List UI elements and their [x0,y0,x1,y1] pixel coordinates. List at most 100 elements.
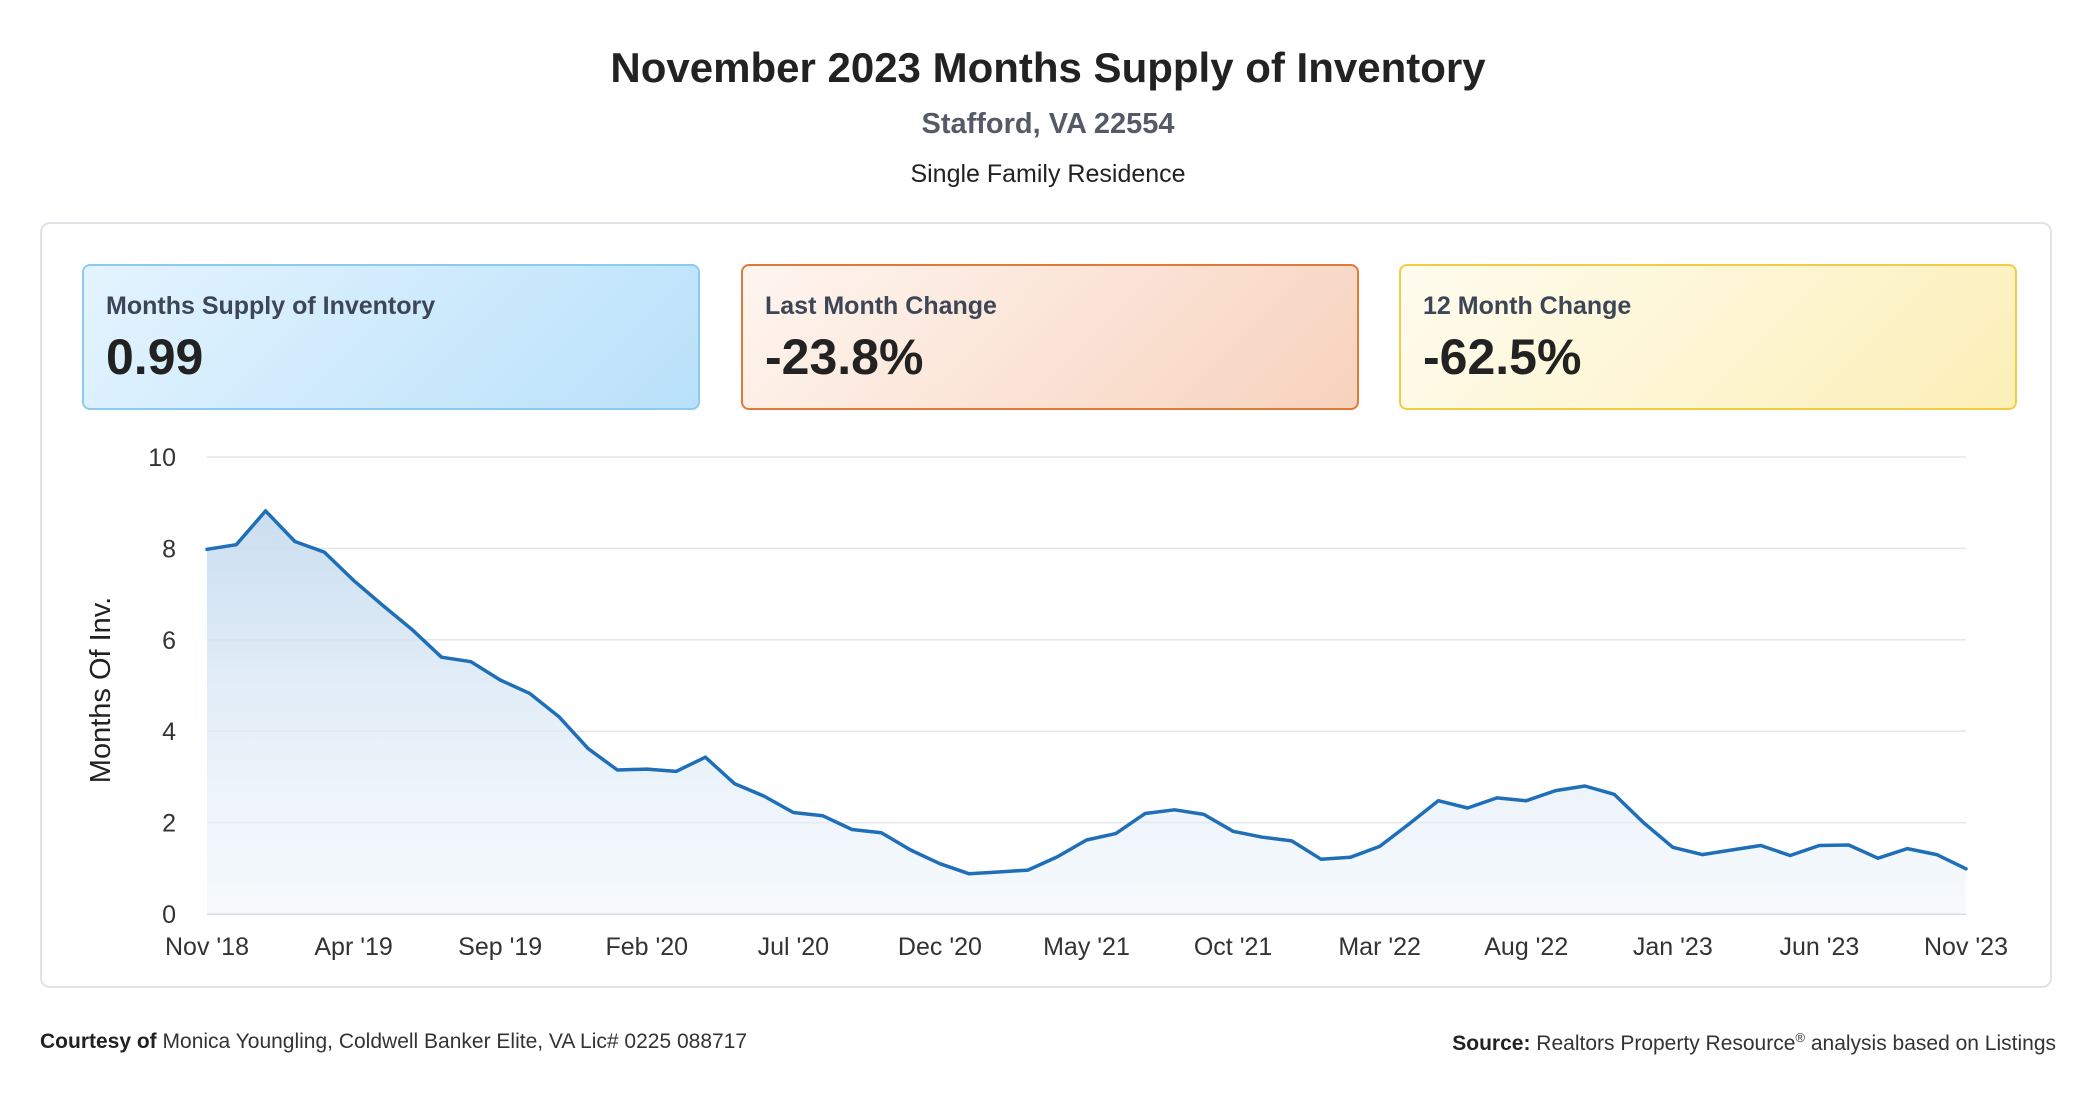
x-tick-label: Jan '23 [1633,933,1713,961]
y-tick-label: 4 [162,718,176,746]
x-tick-label: May '21 [1043,933,1130,961]
months-supply-chart: 0 2 4 6 8 10 Nov '18 Apr '19 Sep '19 Feb '20 Jul … [85,444,2008,961]
x-tick-label: Oct '21 [1194,933,1272,961]
data-point [909,848,913,852]
data-point [322,550,326,554]
page-title: November 2023 Months Supply of Inventory [610,44,1486,91]
data-point [440,655,444,659]
courtesy-label: Courtesy of [40,1030,157,1053]
y-tick-label: 10 [148,444,176,472]
x-tick-label: Mar '22 [1338,933,1421,961]
data-point [762,794,766,798]
data-point [586,747,590,751]
data-point [1583,784,1587,788]
data-point [234,543,238,547]
y-axis-label: Months Of Inv. [85,597,117,783]
x-tick-label: Dec '20 [898,933,982,961]
data-point [1612,792,1616,796]
data-point [410,628,414,632]
source-text-rest: analysis based on Listings [1810,1032,2056,1055]
data-point [1642,821,1646,825]
data-point [1876,856,1880,860]
data-point [1260,835,1264,839]
data-point [1524,799,1528,803]
y-tick-label: 2 [162,810,176,838]
courtesy-text: Monica Youngling, Coldwell Banker Elite,… [162,1030,748,1053]
x-tick-label: Nov '23 [1924,933,2008,961]
last-month-change-label: Last Month Change [765,292,997,320]
location-subtitle: Stafford, VA 22554 [921,108,1175,140]
x-tick-label: Feb '20 [605,933,688,961]
data-point [645,767,649,771]
y-tick-label: 6 [162,627,176,655]
data-point [1319,857,1323,861]
months-supply-card: Months Supply of Inventory 0.99 [82,264,700,410]
data-point [1554,789,1558,793]
data-point [264,509,268,513]
data-point [1466,806,1470,810]
source-label: Source: [1452,1032,1531,1055]
series-line [205,509,1968,876]
data-point [967,872,971,876]
data-point [1700,853,1704,857]
data-point [1436,799,1440,803]
data-point [557,715,561,719]
twelve-month-change-card: 12 Month Change -62.5% [1399,264,2017,410]
x-tick-label: Sep '19 [458,933,542,961]
x-tick-label: Nov '18 [165,933,249,961]
data-point [1964,867,1968,871]
twelve-month-change-label: 12 Month Change [1423,292,1632,320]
data-point [1935,853,1939,857]
data-point [469,660,473,664]
data-point [1788,854,1792,858]
data-point [1114,832,1118,836]
data-point [879,831,883,835]
source-text: Realtors Property Resource [1536,1032,1796,1055]
data-point [850,827,854,831]
data-point [352,578,356,582]
data-point [1905,847,1909,851]
registered-mark: ® [1795,1030,1805,1045]
x-tick-label: Apr '19 [314,933,392,961]
last-month-change-value: -23.8% [765,329,924,385]
data-point [527,691,531,695]
y-axis-ticks: 0 2 4 6 8 10 [148,444,176,929]
y-tick-label: 8 [162,535,176,563]
data-point [1202,812,1206,816]
data-point [938,862,942,866]
data-point [1172,808,1176,812]
data-point [1847,843,1851,847]
data-point [1817,843,1821,847]
data-point [791,811,795,815]
last-month-change-card: Last Month Change -23.8% [741,264,1359,410]
data-point [615,768,619,772]
property-type-label: Single Family Residence [910,160,1186,188]
data-point [1143,811,1147,815]
data-point [1378,844,1382,848]
data-point [1026,868,1030,872]
months-supply-value: 0.99 [106,329,204,385]
data-point [1495,796,1499,800]
data-point [1759,843,1763,847]
series-area-fill [207,510,1966,914]
data-point [1055,855,1059,859]
data-point [1231,829,1235,833]
data-point [1348,855,1352,859]
data-point [1671,845,1675,849]
x-tick-label: Aug '22 [1484,933,1568,961]
data-point [821,814,825,818]
data-point [381,604,385,608]
data-point [997,870,1001,874]
twelve-month-change-value: -62.5% [1423,329,1582,385]
x-tick-label: Jul '20 [758,933,829,961]
data-point [1407,822,1411,826]
data-point [1290,839,1294,843]
y-tick-label: 0 [162,901,176,929]
data-point [703,755,707,759]
months-supply-label: Months Supply of Inventory [106,292,436,320]
data-point [205,547,209,551]
data-point [733,782,737,786]
data-point [293,540,297,544]
data-point [1729,848,1733,852]
data-point [498,678,502,682]
